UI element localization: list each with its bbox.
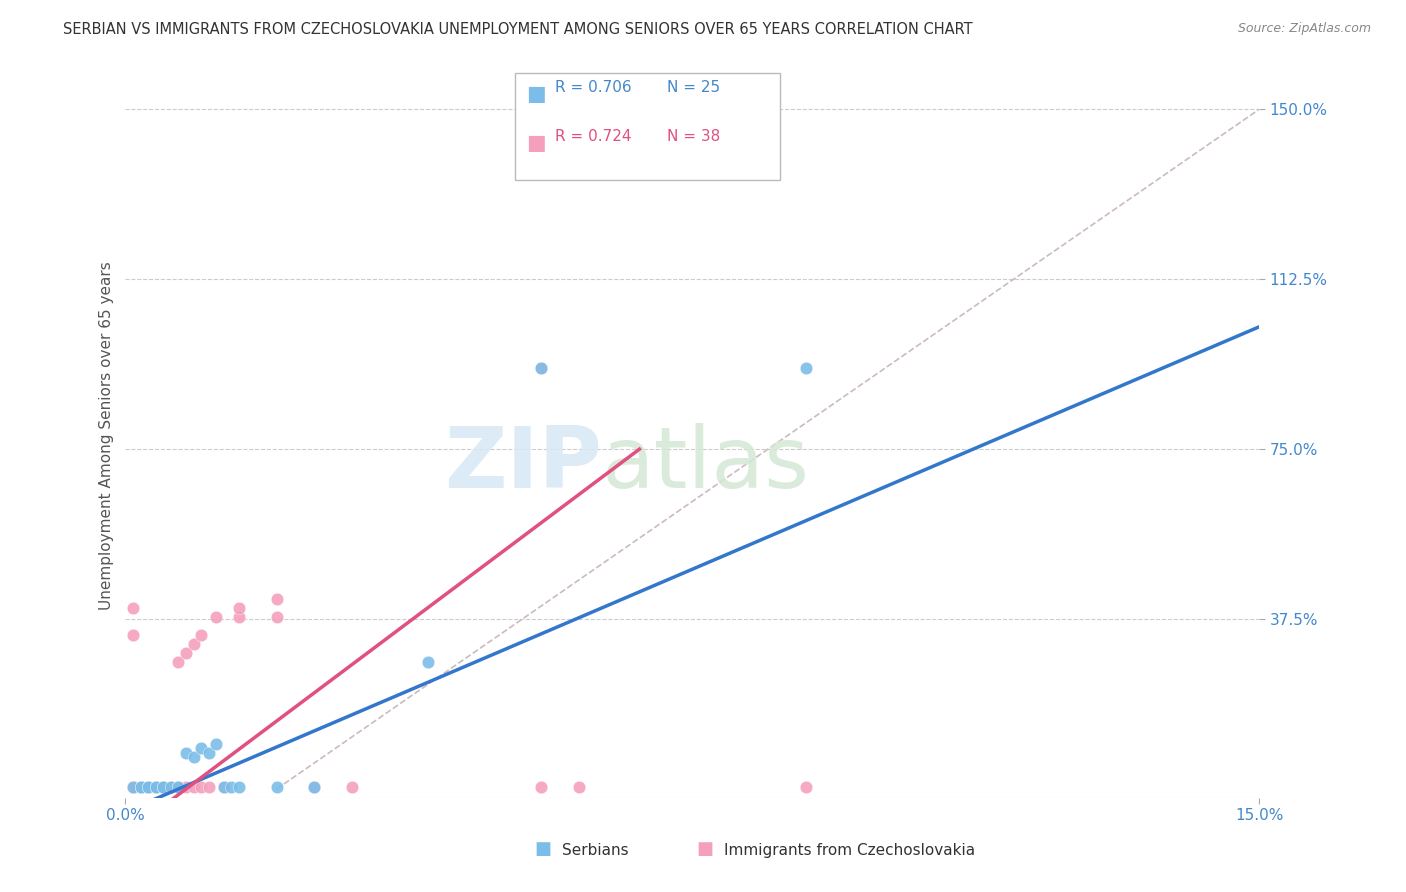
Text: N = 25: N = 25 [666, 80, 720, 95]
Text: ■: ■ [534, 840, 551, 858]
Text: ■: ■ [526, 133, 546, 153]
Text: atlas: atlas [602, 423, 810, 506]
Text: ■: ■ [696, 840, 713, 858]
Text: N = 38: N = 38 [666, 129, 720, 145]
Text: ■: ■ [526, 84, 546, 104]
Text: Serbians: Serbians [562, 843, 628, 858]
Text: ZIP: ZIP [444, 423, 602, 506]
Text: SERBIAN VS IMMIGRANTS FROM CZECHOSLOVAKIA UNEMPLOYMENT AMONG SENIORS OVER 65 YEA: SERBIAN VS IMMIGRANTS FROM CZECHOSLOVAKI… [63, 22, 973, 37]
Text: Source: ZipAtlas.com: Source: ZipAtlas.com [1237, 22, 1371, 36]
Y-axis label: Unemployment Among Seniors over 65 years: Unemployment Among Seniors over 65 years [100, 261, 114, 610]
Text: R = 0.724: R = 0.724 [554, 129, 631, 145]
Text: R = 0.706: R = 0.706 [554, 80, 631, 95]
Text: Immigrants from Czechoslovakia: Immigrants from Czechoslovakia [724, 843, 976, 858]
